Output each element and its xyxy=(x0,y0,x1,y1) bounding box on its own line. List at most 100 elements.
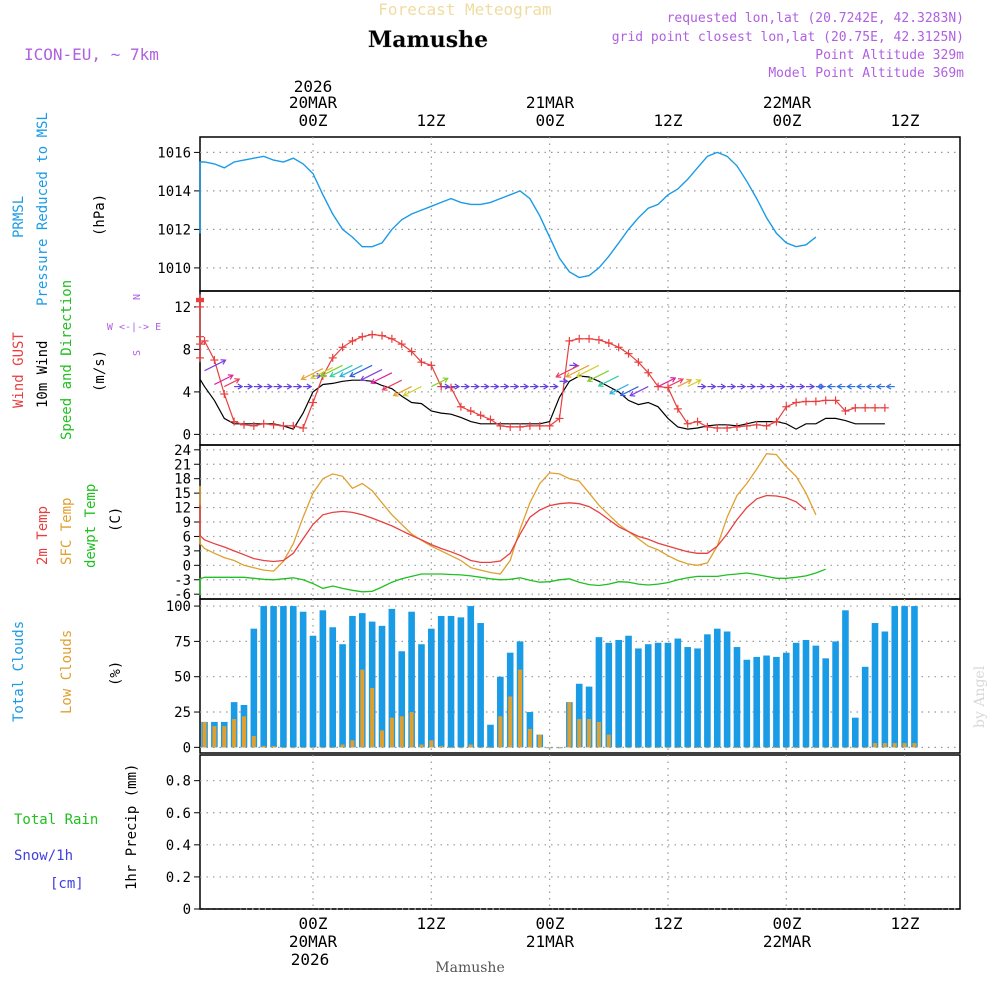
wind-arrow xyxy=(727,383,737,390)
wind-arrow-head xyxy=(533,383,540,390)
ytick-label: 100 xyxy=(166,599,191,615)
wind-arrow xyxy=(609,383,629,395)
gust-marker xyxy=(466,407,475,416)
total-cloud-bar xyxy=(871,623,879,748)
ytick-label: 0 xyxy=(183,427,191,443)
wind-arrow-shaft xyxy=(620,386,639,396)
grid-lines xyxy=(194,137,960,910)
low-cloud-bar xyxy=(271,745,276,748)
ytick-label: 1012 xyxy=(157,222,191,238)
total-cloud-bar xyxy=(625,635,632,748)
total-cloud-bar xyxy=(339,644,346,748)
total-cloud-bar xyxy=(723,631,731,748)
gust-marker xyxy=(516,422,525,431)
wind-arrow-head xyxy=(247,383,254,390)
low-cloud-bar xyxy=(744,747,749,749)
total-cloud-bar xyxy=(418,644,425,748)
wind-arrow-head xyxy=(700,383,707,390)
wind-arrow xyxy=(816,383,826,390)
total-cloud-bar xyxy=(437,615,445,748)
wind-arrow-head xyxy=(339,371,346,378)
wind-label-dir: Speed and Direction xyxy=(59,280,75,440)
wind-arrow xyxy=(575,364,600,378)
wind-arrow xyxy=(300,367,324,381)
wind-arrow xyxy=(549,383,559,390)
total-cloud-bar xyxy=(635,648,642,748)
wind-arrow xyxy=(359,369,383,382)
low-cloud-bar xyxy=(784,747,789,749)
low-cloud-bar xyxy=(537,734,542,748)
top-tick-6: 12Z xyxy=(891,111,920,130)
wind-arrow xyxy=(559,378,569,385)
wind-arrow xyxy=(697,383,707,390)
gust-marker xyxy=(693,417,702,426)
gust-marker xyxy=(387,334,396,343)
gust-marker xyxy=(368,330,377,339)
total-cloud-bar xyxy=(270,606,277,748)
top-tick-3: 00Z xyxy=(536,111,565,130)
wind-arrow xyxy=(885,383,895,390)
gust-marker xyxy=(792,398,801,407)
wind-arrow-shaft xyxy=(431,377,448,388)
wind-arrow-shaft xyxy=(301,367,324,380)
wind-arrow xyxy=(349,364,373,378)
gust-marker xyxy=(594,335,603,344)
wind-arrow-head xyxy=(677,378,685,384)
wind-arrow xyxy=(293,383,303,390)
total-cloud-bar xyxy=(822,658,830,748)
grid-coords: grid point closest lon,lat (20.75E, 42.3… xyxy=(612,30,964,45)
wind-arrow-head xyxy=(855,383,862,390)
wind-arrow-head xyxy=(310,373,317,380)
low-cloud-bar xyxy=(301,747,306,749)
gust-marker xyxy=(663,383,672,392)
total-cloud-bar xyxy=(319,610,327,748)
wind-arrow-head xyxy=(227,374,234,380)
gust-marker xyxy=(417,358,426,367)
ytick-label: 21 xyxy=(174,457,191,473)
gust-marker xyxy=(871,403,880,412)
t2m-line xyxy=(199,494,807,564)
pressure-label-desc: Pressure Reduced to MSL xyxy=(35,112,51,306)
wind-arrow xyxy=(460,383,471,390)
wind-arrow-head xyxy=(695,379,702,385)
wind-arrow-head xyxy=(286,383,293,390)
wind-arrow xyxy=(875,383,885,390)
gust-marker xyxy=(555,414,564,423)
wind-arrow-head xyxy=(720,383,727,390)
panel-temp-frame xyxy=(199,444,961,600)
wind-arrow xyxy=(303,383,313,390)
ytick-label: 8 xyxy=(183,342,191,358)
gust-marker xyxy=(299,424,308,433)
total-cloud-bar xyxy=(852,717,859,748)
wind-arrow-head xyxy=(799,383,806,390)
wind-arrow-head xyxy=(816,383,823,390)
series-layer xyxy=(196,151,960,910)
gust-marker xyxy=(585,334,594,343)
total-cloud-bar xyxy=(467,606,475,748)
wind-arrow-head xyxy=(442,377,449,383)
total-cloud-bar xyxy=(408,611,415,748)
low-cloud-bar xyxy=(360,669,365,748)
wind-unit: (m/s) xyxy=(92,350,108,392)
wind-compass: N W <-|-> E S xyxy=(107,294,161,356)
wind-arrow-head xyxy=(464,383,471,390)
low-cloud-bar xyxy=(527,728,532,748)
low-cloud-bar xyxy=(626,747,631,749)
wind-arrow-head xyxy=(543,383,549,390)
pressure-unit: (hPa) xyxy=(92,194,108,236)
top-date-2: 21MAR xyxy=(526,93,575,112)
total-cloud-bar xyxy=(684,647,691,748)
wind-arrow-head xyxy=(300,374,307,381)
wind-arrow xyxy=(392,386,412,397)
low-cloud-bar xyxy=(251,736,256,748)
point-altitude: Point Altitude 329m xyxy=(815,48,964,63)
wind-arrow-head xyxy=(779,383,786,390)
total-cloud-bar xyxy=(792,642,800,748)
low-cloud-bar xyxy=(567,702,572,748)
wind-arrow-head xyxy=(836,383,843,390)
wind-arrow-head xyxy=(609,389,616,395)
wind-arrow-head xyxy=(444,383,451,390)
low-cloud-bar xyxy=(774,747,779,749)
top-tick-4: 12Z xyxy=(654,111,683,130)
